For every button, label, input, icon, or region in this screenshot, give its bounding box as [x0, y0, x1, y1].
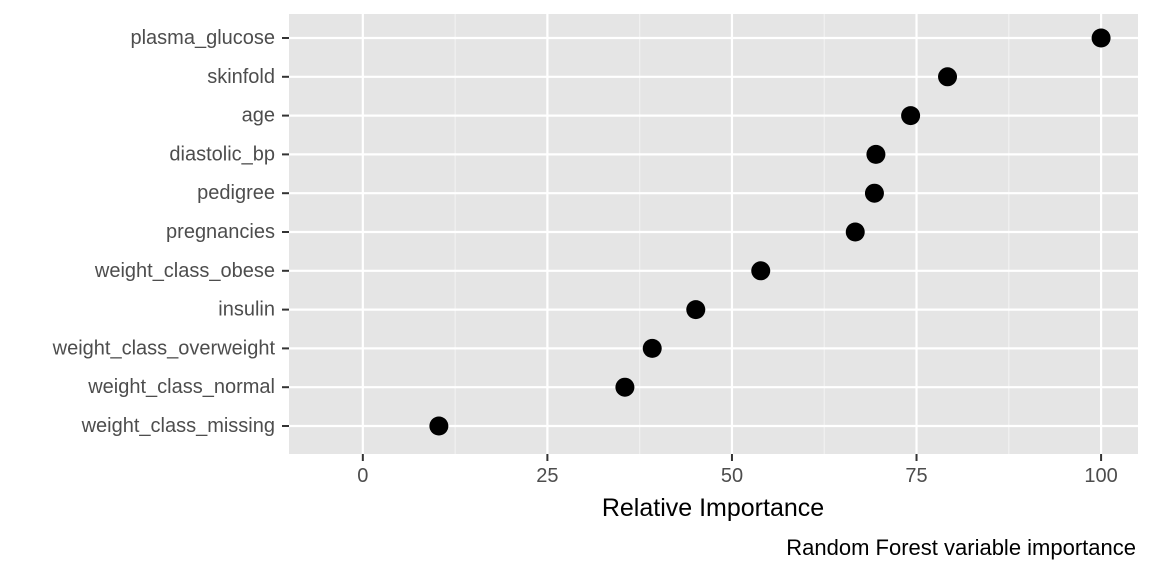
y-tick-label: plasma_glucose: [130, 27, 275, 49]
x-tick-label: 50: [721, 465, 743, 487]
data-point: [938, 67, 958, 87]
data-point: [1091, 28, 1111, 48]
data-point: [864, 183, 884, 203]
plot-panel: [289, 14, 1138, 454]
data-point: [901, 106, 921, 126]
chart-caption: Random Forest variable importance: [786, 535, 1136, 560]
y-tick-label: insulin: [218, 299, 275, 321]
x-axis-title: Relative Importance: [602, 494, 824, 522]
minor-grid: [454, 14, 1010, 454]
y-tick-label: pedigree: [197, 182, 275, 204]
data-point: [845, 222, 865, 242]
y-axis: plasma_glucose skinfold age diastolic_bpped…: [52, 27, 289, 437]
major-grid: [289, 14, 1138, 454]
y-tick-label: weight_class_normal: [87, 376, 275, 398]
x-tick-label: 100: [1084, 465, 1117, 487]
data-point: [686, 300, 706, 320]
data-points: [429, 28, 1111, 436]
y-tick-label: age: [242, 105, 275, 127]
x-tick-label: 75: [905, 465, 927, 487]
y-tick-label: weight_class_obese: [94, 260, 275, 282]
y-tick-label: pregnancies: [166, 221, 275, 243]
y-tick-label: weight_class_missing: [81, 415, 275, 437]
data-point: [751, 261, 771, 281]
y-tick-label: weight_class_overweight: [52, 337, 276, 359]
data-point: [429, 416, 449, 436]
data-point: [866, 144, 886, 164]
data-point: [642, 338, 662, 358]
y-tick-label: diastolic_bp: [169, 143, 275, 165]
x-tick-label: 25: [536, 465, 558, 487]
x-axis: 0 25 50 75 100: [357, 454, 1118, 487]
y-tick-label: skinfold: [207, 66, 275, 88]
x-tick-label: 0: [357, 465, 368, 487]
data-point: [615, 377, 635, 397]
